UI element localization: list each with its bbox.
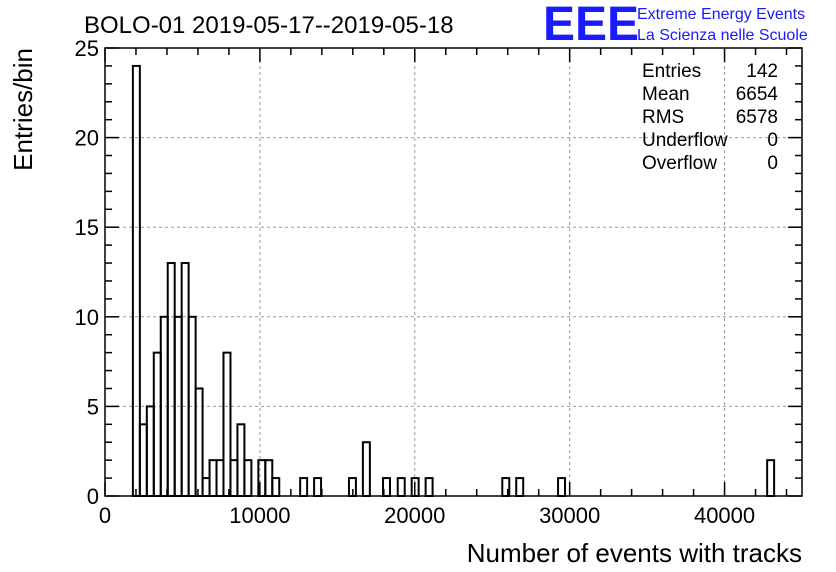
histogram-bin [271, 477, 281, 497]
stats-value: 0 [767, 130, 778, 151]
stats-value: 142 [746, 61, 778, 82]
histogram-bin [145, 405, 155, 497]
histogram-bin [208, 459, 218, 498]
histogram-bin [194, 387, 204, 498]
stats-value: 6654 [736, 84, 779, 105]
histogram-bin [396, 477, 406, 497]
x-tick-label: 20000 [384, 503, 445, 528]
histogram-bin [131, 64, 141, 497]
histogram-bin [236, 423, 246, 498]
x-tick-label: 0 [99, 503, 111, 528]
histogram-bin [215, 459, 225, 498]
y-tick-label: 25 [75, 36, 99, 61]
stats-value: 0 [767, 153, 778, 174]
histogram-bin [138, 423, 148, 498]
stats-box: Entries 142 Mean 6654 RMS 6578 Underflow 0 Overf… [642, 61, 778, 174]
stats-label: Mean [642, 84, 690, 105]
x-tick-label: 40000 [694, 503, 755, 528]
eee-logo: EEE Extreme Energy Events La Scienza nel… [543, 0, 808, 51]
stats-label: RMS [642, 107, 684, 128]
x-tick-label: 10000 [229, 503, 290, 528]
stats-label: Overflow [642, 153, 717, 174]
histogram-bin [313, 477, 323, 497]
chart-title: BOLO-01 2019-05-17--2019-05-18 [84, 12, 454, 39]
histogram-bin [766, 459, 776, 498]
histogram-bin [264, 459, 274, 498]
y-tick-label: 0 [87, 484, 99, 509]
histogram-bin [180, 262, 190, 498]
x-tick-label: 30000 [539, 503, 600, 528]
axis-ticks [104, 47, 802, 497]
x-axis-title: Number of events with tracks [467, 538, 802, 568]
y-tick-label: 15 [75, 215, 99, 240]
stats-label: Underflow [642, 130, 728, 151]
x-tick-labels: 0 10000 20000 30000 40000 [99, 503, 755, 528]
histogram-bin [557, 477, 567, 497]
y-tick-label: 10 [75, 305, 99, 330]
histogram-bin [243, 459, 253, 498]
histogram-bin [424, 477, 434, 497]
histogram-bin [515, 477, 525, 497]
eee-logo-line1: Extreme Energy Events [637, 6, 805, 23]
histogram-bin [299, 477, 309, 497]
histogram-bars [131, 64, 776, 498]
histogram-bin [166, 262, 176, 498]
eee-logo-mark: EEE [543, 0, 639, 51]
histogram-bin [222, 351, 232, 498]
histogram-bin [201, 477, 211, 497]
y-tick-label: 20 [75, 126, 99, 151]
y-tick-label: 5 [87, 394, 99, 419]
histogram-bin [152, 351, 162, 498]
grid-lines [105, 48, 802, 496]
plot-frame [104, 47, 803, 497]
histogram-bin [229, 459, 239, 498]
y-axis-title: Entries/bin [8, 48, 38, 171]
y-tick-labels: 0 5 10 15 20 25 [75, 36, 99, 509]
stats-value: 6578 [736, 107, 778, 128]
stats-label: Entries [642, 61, 701, 82]
histogram-bin [361, 441, 371, 497]
eee-logo-line2: La Scienza nelle Scuole [637, 27, 808, 44]
